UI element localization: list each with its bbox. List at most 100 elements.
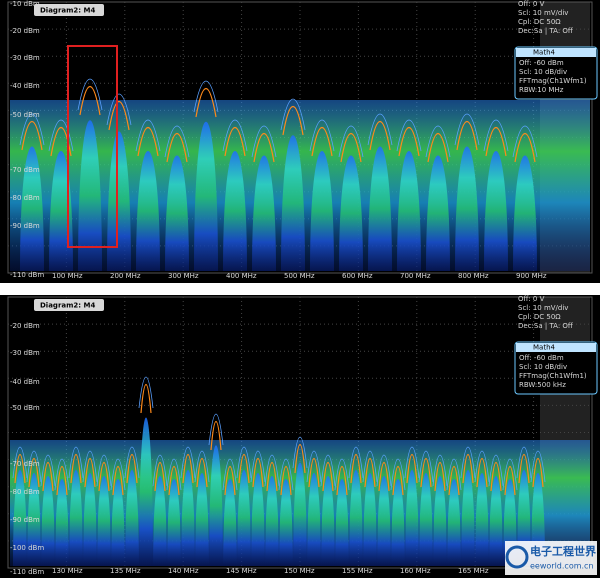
spectrum-envelope [362, 450, 378, 483]
spectrum-trace [42, 462, 54, 492]
spectrum-trace [514, 132, 536, 163]
channel-info: Dec:Sa | TA: Off [518, 322, 573, 330]
spectrum-envelope [19, 113, 45, 146]
x-label: 155 MHz [342, 567, 373, 575]
spectrum-envelope [309, 119, 335, 152]
spectrum-trace [518, 454, 530, 484]
y-label: -90 dBm [10, 222, 40, 230]
spectrum-lobe [27, 473, 41, 566]
spectrum-envelope [334, 458, 350, 491]
spectrum-envelope [367, 113, 393, 146]
spectrum-trace [224, 466, 236, 496]
spectrum-trace [448, 466, 460, 496]
spectrum-trace [340, 132, 362, 163]
spectrum-trace [392, 466, 404, 496]
spectrum-envelope [54, 458, 70, 491]
x-label: 100 MHz [52, 272, 83, 280]
spectrum-envelope [250, 450, 266, 483]
math-line: FFTmag(Ch1Wfm1) [519, 77, 587, 85]
spectrum-envelope [77, 78, 103, 111]
spectrum-envelope [26, 450, 42, 483]
x-label: 600 MHz [342, 272, 373, 280]
spectrum-trace [79, 85, 101, 116]
math-line: RBW:500 kHz [519, 381, 566, 389]
spectrum-trace [166, 132, 188, 163]
spectrum-envelope [236, 446, 252, 479]
diagram-label: Diagram2: M4 [40, 7, 95, 15]
spectrum-lobe [153, 476, 167, 566]
spectrum-envelope [251, 125, 277, 158]
spectrum-trace [182, 454, 194, 484]
spectrum-lobe [165, 155, 189, 271]
spectrum-trace [485, 126, 507, 157]
spectrum-trace [308, 458, 320, 488]
spectrum-envelope [376, 454, 392, 487]
spectrum-lobe [223, 479, 237, 566]
spectrum-trace [238, 454, 250, 484]
spectrum-trace [456, 120, 478, 151]
y-label: -90 dBm [10, 516, 40, 524]
math-line: Off: -60 dBm [519, 59, 564, 67]
spectrum-trace [112, 466, 124, 496]
channel-info: Scl: 10 mV/div [518, 9, 568, 17]
spectrum-envelope [222, 119, 248, 152]
y-label: -50 dBm [10, 111, 40, 119]
spectrum-lobe [455, 146, 479, 271]
spectrum-trace [210, 421, 222, 451]
spectrum-lobe [419, 473, 433, 566]
channel-info: Cpl: DC 50Ω [518, 313, 561, 321]
spectrum-lobe [484, 151, 508, 271]
spectrum-lobe [83, 473, 97, 566]
x-label: 200 MHz [110, 272, 141, 280]
y-label: -80 dBm [10, 194, 40, 202]
diagram-tab [34, 299, 104, 311]
spectrum-lobe [78, 120, 102, 271]
panel: Diagram2: M4-10 dBm -20 dBm -30 dBm -40 dBm… [0, 0, 600, 283]
spectrum-envelope [193, 80, 219, 113]
spectrum-envelope [48, 119, 74, 152]
spectrum-envelope [280, 98, 306, 131]
y-label: -80 dBm [10, 488, 40, 496]
spectrum-envelope [488, 454, 504, 487]
channel-info: Off: 0 V [518, 295, 545, 303]
y-label: -10 dBm [10, 0, 40, 8]
channel-info: Cpl: DC 50Ω [518, 18, 561, 26]
watermark-logo [505, 545, 529, 569]
spectrum-envelope [404, 446, 420, 479]
y-label: -20 dBm [10, 27, 40, 35]
spectrum-envelope [264, 454, 280, 487]
spectrum-envelope [432, 454, 448, 487]
spectrum-trace [253, 132, 275, 163]
spectrum-envelope [348, 446, 364, 479]
spectrum-trace [336, 466, 348, 496]
spectrum-lobe [447, 479, 461, 566]
math-title: Math4 [533, 49, 556, 57]
spectrum-trace [504, 466, 516, 496]
spectrum-envelope [68, 446, 84, 479]
spectrum-trace [137, 126, 159, 157]
y-label: -110 dBm [10, 271, 44, 279]
spectrum-envelope [12, 446, 28, 479]
spectrum-trace [462, 454, 474, 484]
spectrum-lobe [405, 470, 419, 566]
spectrum-trace [195, 87, 217, 118]
watermark: 电子工程世界 eeworld.com.cn [505, 541, 597, 575]
spectrum-lobe [293, 462, 307, 566]
spectrum-envelope [516, 446, 532, 479]
spectrum-lobe [139, 417, 153, 566]
spectrum-envelope [460, 446, 476, 479]
x-label: 300 MHz [168, 272, 199, 280]
spectrum-lobe [125, 470, 139, 566]
math-title-bar [516, 343, 596, 352]
spectrum-trace [311, 126, 333, 157]
spectrum-lobe [209, 445, 223, 566]
spectrum-trace [196, 458, 208, 488]
spectrum-envelope [222, 458, 238, 491]
spectrum-envelope [152, 454, 168, 487]
spectrum-envelope [180, 446, 196, 479]
spectrum-lobe [281, 135, 305, 271]
spectrum-envelope [96, 454, 112, 487]
spectrum-envelope [530, 450, 546, 483]
spectrum-lobe [55, 479, 69, 566]
x-label: 140 MHz [168, 567, 199, 575]
